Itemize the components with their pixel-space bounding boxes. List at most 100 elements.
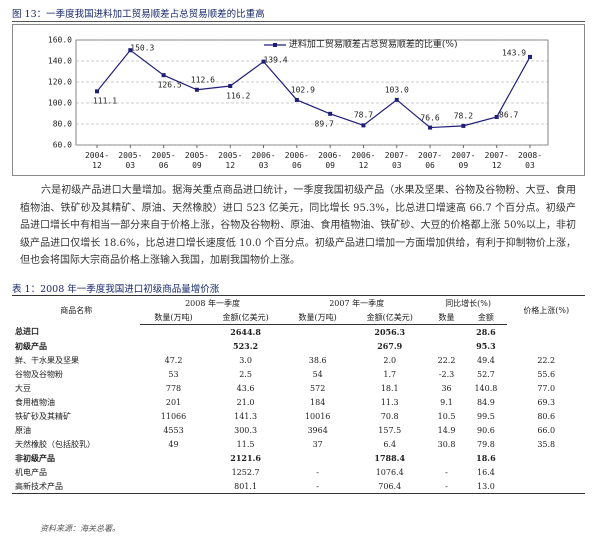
y-tick-label: 100.0 [47,98,72,108]
table-cell: - [316,467,319,477]
table-cell: 21.0 [236,397,255,407]
table-cell: 22.2 [537,355,556,365]
table-cell: 4553 [163,425,184,435]
table-cell: 66.0 [537,425,556,435]
marker [294,97,299,102]
table-cell: 70.8 [380,411,399,421]
table-cell: 11066 [160,411,187,421]
table-cell: 54 [312,369,323,379]
table-cell: 6.4 [383,439,397,449]
marker [161,73,166,78]
table-cell [140,479,207,494]
table-cell: 140.8 [474,383,498,393]
table-cell: 1076.4 [375,467,404,477]
table-cell: 778 [165,383,182,393]
table-cell: 3.0 [239,355,252,365]
x-tick-label: 2007- 12 [484,151,509,170]
table-cell: 37 [312,439,323,449]
chart-frame [12,24,585,176]
table-row: 原油 4553 300.3 3964 157.5 14.9 90.6 66.0 [12,423,585,437]
x-tick-label: 2005- 03 [118,151,143,170]
rule [12,21,585,22]
table-cell: 99.5 [476,411,495,421]
table-cell: 35.8 [537,439,556,449]
table-row: 食用植物油 201 21.0 184 11.3 9.1 84.9 69.3 [12,395,585,409]
header-cell: 2007 年一季度 [284,295,429,310]
table-cell: 201 [165,397,182,407]
table-cell: 非初级产品 [15,452,55,463]
source-note: 资料来源：海关总署。 [40,524,120,533]
chart [75,39,549,148]
table-cell: 49.4 [476,355,495,365]
table-cell: 267.9 [377,341,403,351]
table-cell [507,465,585,479]
marker [428,125,433,130]
marker [95,89,99,94]
marker [261,59,266,64]
table-cell [140,325,206,340]
table-cell: 80.6 [537,411,556,421]
table-cell [285,339,351,353]
table-row: 鲜、干水果及坚果 47.2 3.0 38.6 2.0 22.2 49.4 22.2 [12,353,585,367]
data-label: 78.7 [353,110,374,120]
header-cell: 金额(亿美元) [350,310,429,325]
table-row: 高新技术产品 801.1-706.4-13.0 [12,479,585,494]
table-cell: - [428,479,465,494]
table-cell: 95.3 [476,341,496,351]
legend-swatch [264,42,286,47]
table-cell: 36 [441,383,452,393]
table: 商品名称 2008 年一季度 2007 年一季度 同比增长(%) 价格上涨(%)… [12,295,585,494]
table-cell: 43.6 [236,383,255,393]
marker [528,54,532,59]
table-cell [429,339,465,353]
table-cell: 1788.4 [374,453,406,463]
header-cell: 数量 [428,310,465,325]
table-cell: 77.0 [537,383,556,393]
data-label: 89.7 [314,119,334,129]
table-cell: 高新技术产品 [12,479,141,494]
marker [461,123,466,128]
table-row: 大豆 778 43.6 572 18.1 36 140.8 77.0 [12,381,585,395]
table-cell: 801.1 [206,479,285,494]
table-cell: 原油 [15,425,31,435]
table-cell: 706.4 [350,479,429,494]
table-cell: 鲜、干水果及坚果 [15,355,79,365]
table-cell [285,451,351,465]
table-cell: 10016 [304,411,331,421]
x-tick-label: 2007- 03 [384,151,409,170]
x-tick-label: 2006- 03 [251,151,276,170]
table-cell: 30.8 [437,439,456,449]
table-cell: -2.3 [438,369,455,379]
table-cell: - [445,467,448,477]
table-cell: 16.4 [476,467,495,477]
table-cell: 38.6 [308,355,327,365]
marker [494,114,499,119]
x-tick-label: 2006- 12 [351,151,376,170]
marker [394,97,399,102]
marker [194,87,199,92]
table-cell: 2.5 [239,369,252,379]
data-label: 126.5 [157,80,182,90]
table-cell: 2.0 [383,355,397,365]
data-label: 112.6 [190,75,215,85]
marker [328,111,333,116]
header-cell: 金额(亿美元) [206,310,285,325]
table-cell: 11.5 [236,439,255,449]
table-cell: 10.5 [437,411,456,421]
table-cell: 1.7 [383,369,397,379]
x-tick-label: 2008- 03 [517,151,543,170]
header-cell: 商品名称 [12,295,141,325]
table-cell: 49 [168,439,179,449]
data-label: 116.2 [226,91,251,101]
table-cell: 13.0 [464,479,508,494]
table-cell: 谷物及谷物粉 [15,369,63,379]
data-label: 86.7 [499,110,519,120]
table-cell: 大豆 [15,383,31,393]
data-label: 143.9 [501,48,527,58]
x-tick-label: 2006- 06 [284,151,309,170]
table-cell: 18.6 [476,453,496,463]
x-tick-label: 2005- 09 [184,151,209,170]
header-cell: 数量(万吨) [140,310,207,325]
table-cell: 84.9 [476,397,495,407]
y-tick-label: 120.0 [47,77,72,87]
